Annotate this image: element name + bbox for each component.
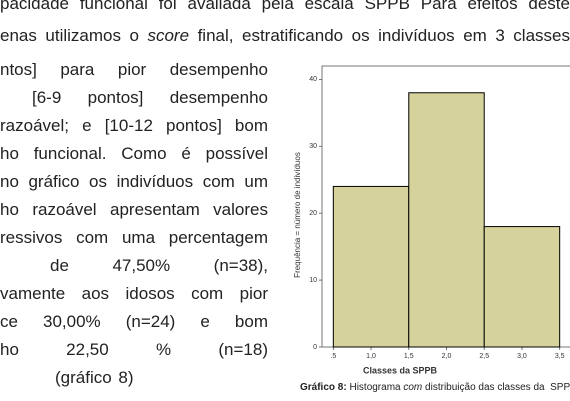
chart: Classes da SPPB Frequência = número de i… [293,65,570,375]
x-tick-label: 2,0 [442,353,452,360]
caption-text: Histograma [346,382,404,393]
bar [483,226,561,348]
y-axis-label: Frequência = número de indivíduos [293,152,302,278]
text-line: vamente aos idosos com pior [0,284,268,303]
x-tick-label: 3,0 [517,353,527,360]
y-tick-label: 20 [309,210,317,217]
text-line: [6-9 pontos] desempenho [32,88,268,107]
x-tick-label: 1,5 [404,353,414,360]
bar [408,92,485,348]
text-line: razoável; e [10-12 pontos] bom [0,116,268,135]
y-tick-label: 30 [309,143,317,150]
x-axis-label: Classes da SPPB [363,365,438,375]
text-line: pacidade funcional foi avaliada pela esc… [0,0,570,14]
text-line: no gráfico os indivíduos com um [0,172,268,191]
text-line: ho razoável apresentam valores [0,200,268,219]
y-tick-label: 0 [313,344,317,351]
y-tick-label: 10 [309,277,317,284]
text-line: ressivos com uma percentagem [0,228,268,247]
x-tick-label: 1,0 [366,353,376,360]
text-line: ho 22,50 % (n=18) [0,340,268,359]
text-line: de 47,50% (n=38), [50,256,268,275]
text-run: pacidade funcional foi avaliada pela esc… [0,0,570,13]
x-tick-label: 2,5 [479,353,489,360]
caption-text: distribuição das classes da SPPB [422,382,570,393]
bar [332,185,410,348]
x-tick-label: 3,5 [555,353,565,360]
text-run: score [147,26,190,45]
text-line: ntos] para pior desempenho [0,60,268,79]
text-line: ce 30,00% (n=24) e bom [0,312,268,331]
y-tick-label: 40 [309,76,317,83]
caption-text: com [403,382,423,393]
text-line: enas utilizamos o score final, estratifi… [0,26,570,46]
text-run: enas utilizamos o [0,26,148,45]
x-tick-label: .5 [330,353,336,360]
caption-label: Gráfico 8: [300,382,347,393]
caption: Gráfico 8: Histograma com distribuição d… [300,382,570,393]
text-line: (gráfico 8) [55,368,134,387]
text-line: ho funcional. Como é possível [0,144,268,163]
text-run: final, estratificando os indivíduos em 3… [189,26,570,45]
